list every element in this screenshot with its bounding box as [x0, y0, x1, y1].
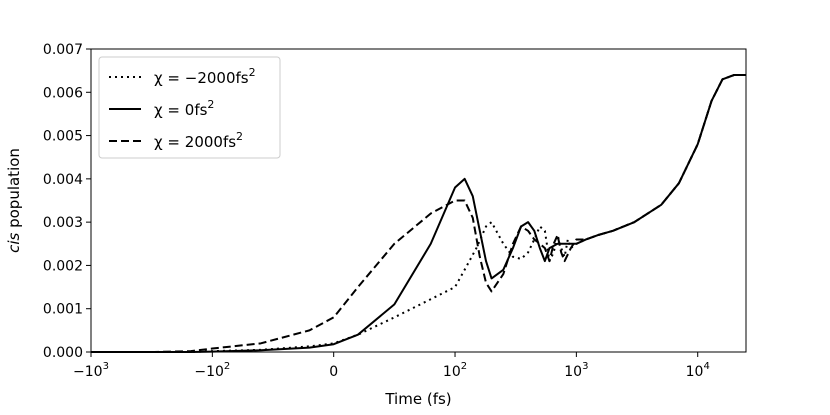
y-axis: 0.000 0.001 0.002 0.003 0.004 0.005 0.006 0.007: [43, 42, 91, 361]
y-axis-label-italic: cis: [5, 232, 23, 252]
plot-area: [91, 73, 746, 353]
y-tick-label: 0.000: [43, 345, 83, 361]
legend-entry: χ = 0fs2: [154, 98, 214, 119]
x-tick-label: 103: [564, 361, 588, 380]
y-tick-label: 0.002: [43, 258, 83, 274]
y-tick-label: 0.007: [43, 42, 83, 58]
series-line-dashed: [91, 73, 746, 353]
legend-box: [98, 56, 281, 159]
y-tick-label: 0.004: [43, 172, 83, 188]
x-tick-label: 104: [686, 361, 710, 380]
x-tick-label: 102: [443, 361, 467, 380]
x-tick-label: −103: [73, 361, 109, 380]
legend-entry: χ = −2000fs2: [154, 66, 256, 87]
y-tick-label: 0.001: [43, 302, 83, 318]
x-axis-label: Time (fs): [384, 390, 451, 408]
y-tick-label: 0.006: [43, 85, 83, 101]
y-tick-label: 0.003: [43, 215, 83, 231]
plot-frame: [90, 48, 747, 353]
legend-entry: χ = 2000fs2: [154, 130, 243, 151]
series-line-solid: [91, 73, 746, 353]
x-tick-label: −102: [194, 361, 230, 380]
legend: χ = −2000fs2 χ = 0fs2 χ = 2000fs2: [98, 56, 281, 159]
x-axis: −103 −102 0 102 103 104: [73, 352, 710, 380]
x-tick-label: 0: [329, 364, 338, 380]
y-tick-label: 0.005: [43, 129, 83, 145]
y-axis-label: cis population: [5, 148, 23, 253]
y-axis-label-rest: population: [5, 148, 23, 233]
